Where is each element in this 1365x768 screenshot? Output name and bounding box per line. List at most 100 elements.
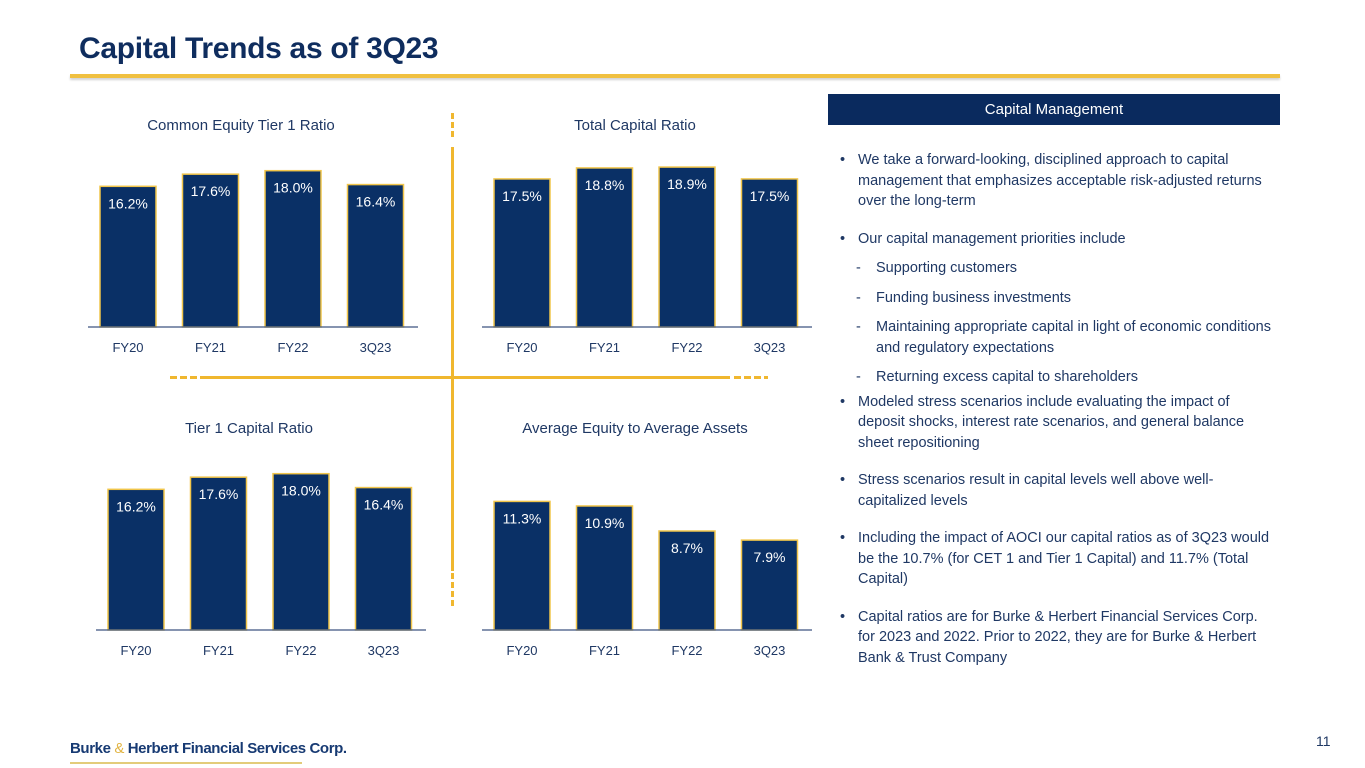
x-tick-label: FY22: [671, 340, 702, 355]
bullet-text: Our capital management priorities includ…: [858, 230, 1126, 247]
bullet-dot-icon: •: [840, 472, 846, 488]
bar-fy20: [493, 178, 551, 328]
data-label: 17.5%: [750, 188, 790, 204]
x-tick-label: 3Q23: [754, 340, 786, 355]
sub-bullet-dash-icon: -: [856, 289, 861, 306]
divider-dash: [451, 591, 454, 597]
bullet-item: • Modeled stress scenarios include evalua…: [838, 392, 1278, 454]
divider-dash: [734, 376, 741, 379]
chart-title: Tier 1 Capital Ratio: [185, 420, 313, 437]
divider-dash: [451, 600, 454, 606]
bar-3q23: [346, 183, 405, 328]
x-tick-label: 3Q23: [754, 643, 786, 658]
x-tick-label: FY20: [112, 340, 143, 355]
x-tick-label: FY20: [506, 340, 537, 355]
data-label: 11.3%: [503, 510, 542, 526]
x-tick-label: FY20: [120, 643, 151, 658]
bar-fy22: [272, 472, 330, 631]
sub-bullet-dash-icon: -: [856, 260, 861, 276]
company-logo: Burke & Herbert Financial Services Corp.: [70, 740, 347, 757]
bar-fy20: [99, 185, 157, 328]
bullet-text: Stress scenarios result in capital level…: [858, 472, 1214, 509]
bullet-dot-icon: •: [840, 608, 846, 625]
chart-title: Total Capital Ratio: [574, 117, 696, 134]
bullet-dot-icon: •: [840, 530, 846, 546]
bar-fy22: [658, 166, 716, 328]
bar-chart-svg: Common Equity Tier 1 Ratio 16.2% FY20 17.6%…: [88, 117, 418, 355]
data-label: 17.6%: [199, 486, 239, 502]
chart-title: Common Equity Tier 1 Ratio: [147, 117, 335, 134]
data-label: 18.0%: [281, 483, 321, 499]
sub-bullet-dash-icon: -: [856, 319, 861, 335]
x-tick-label: FY21: [195, 340, 226, 355]
bullet-item: • Capital ratios are for Burke & Herbert …: [838, 607, 1278, 669]
divider-dash: [170, 376, 177, 379]
bullet-item: • Stress scenarios result in capital leve…: [838, 470, 1278, 511]
bar-chart-svg: Total Capital Ratio 17.5% FY20 18.8% FY21 18.…: [482, 117, 812, 355]
bar-fy21: [575, 167, 634, 328]
page-number: 11: [1316, 733, 1331, 749]
chart-tier1-capital-ratio: Tier 1 Capital Ratio 16.2% FY20 17.6% FY21 18…: [96, 415, 426, 665]
x-tick-label: FY22: [285, 643, 316, 658]
data-label: 7.9%: [754, 549, 786, 565]
data-label: 18.9%: [667, 176, 707, 192]
sub-bullet-text: Returning excess capital to shareholders: [876, 369, 1138, 385]
data-label: 16.4%: [364, 497, 404, 513]
bar-chart-svg: Tier 1 Capital Ratio 16.2% FY20 17.6% FY21 18…: [96, 420, 426, 658]
bullet-text: Modeled stress scenarios include evaluat…: [858, 393, 1245, 451]
chart-avg-equity-to-avg-assets: Average Equity to Average Assets 11.3% FY2…: [482, 415, 812, 665]
bar-fy20: [493, 500, 551, 631]
data-label: 18.8%: [585, 177, 625, 193]
logo-text-herbert: Herbert Financial Services Corp.: [127, 740, 347, 757]
bar-fy22: [658, 530, 716, 631]
data-label: 16.2%: [116, 498, 156, 514]
data-label: 10.9%: [585, 515, 625, 531]
bullet-item: • Including the impact of AOCI our capita…: [838, 528, 1278, 590]
sub-bullet-item: - Supporting customers: [838, 258, 1278, 279]
divider-dash: [190, 376, 197, 379]
bar-3q23: [740, 178, 799, 328]
logo-ampersand: &: [114, 740, 124, 757]
divider-dash: [180, 376, 187, 379]
chart-total-capital-ratio: Total Capital Ratio 17.5% FY20 18.8% FY21 18.…: [482, 112, 812, 362]
sub-bullet-item: - Funding business investments: [838, 288, 1278, 309]
chart-title: Average Equity to Average Assets: [522, 420, 747, 437]
title-underline: [70, 74, 1280, 78]
x-tick-label: FY21: [589, 340, 620, 355]
panel-header-label: Capital Management: [984, 101, 1124, 118]
bar-fy21: [181, 173, 240, 328]
divider-dash: [744, 376, 751, 379]
x-tick-label: 3Q23: [360, 340, 392, 355]
x-tick-label: FY22: [671, 643, 702, 658]
data-label: 16.2%: [108, 195, 148, 211]
bullet-text: We take a forward-looking, disciplined a…: [858, 152, 1262, 209]
bullet-text: Including the impact of AOCI our capital…: [858, 530, 1270, 587]
sub-bullet-text: Supporting customers: [876, 260, 1018, 276]
divider-dash: [764, 376, 768, 379]
page-title: Capital Trends as of 3Q23: [79, 32, 439, 65]
x-tick-label: FY21: [203, 643, 234, 658]
data-label: 16.4%: [356, 194, 396, 210]
bullet-dot-icon: •: [840, 152, 846, 168]
chart-cet1-ratio: Common Equity Tier 1 Ratio 16.2% FY20 17.6%…: [88, 112, 418, 362]
sub-bullet-dash-icon: -: [856, 369, 861, 385]
sub-bullet-item: - Maintaining appropriate capital in ligh…: [838, 317, 1278, 358]
bullet-item: • Our capital management priorities inclu…: [838, 229, 1278, 250]
sub-bullet-text: Maintaining appropriate capital in light…: [876, 319, 1271, 356]
divider-dash: [754, 376, 761, 379]
data-label: 8.7%: [671, 540, 703, 556]
logo-underline: [70, 762, 302, 764]
capital-management-bullets: • We take a forward-looking, disciplined …: [838, 150, 1278, 668]
bullet-item: • We take a forward-looking, disciplined …: [838, 150, 1278, 212]
capital-management-header: Capital Management: [828, 94, 1280, 125]
bar-3q23: [354, 486, 413, 631]
divider-dash: [451, 113, 454, 119]
x-tick-label: 3Q23: [368, 643, 400, 658]
bar-3q23: [740, 539, 799, 631]
divider-dash: [451, 573, 454, 579]
x-tick-label: FY21: [589, 643, 620, 658]
data-label: 18.0%: [273, 180, 313, 196]
divider-dash: [451, 122, 454, 128]
data-label: 17.5%: [502, 188, 542, 204]
x-tick-label: FY22: [277, 340, 308, 355]
